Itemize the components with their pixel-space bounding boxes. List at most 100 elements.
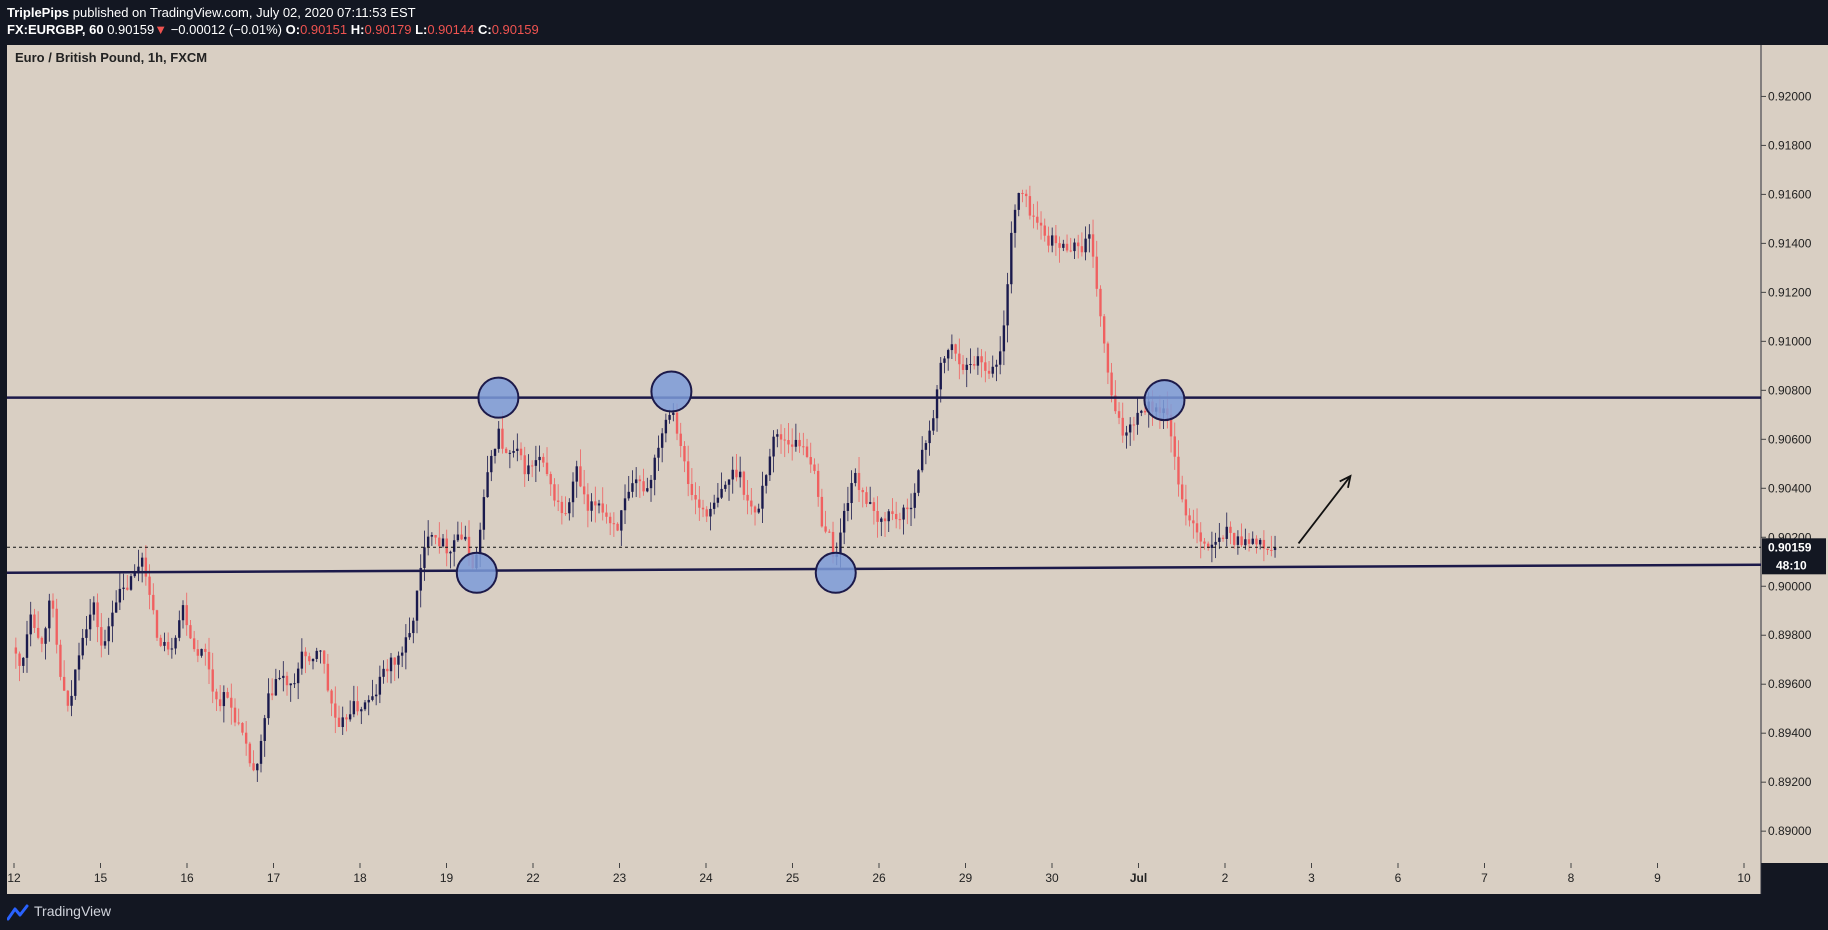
candles-layer [14,185,1277,782]
candle-body [114,602,118,613]
candle-body [1013,209,1017,233]
candle-body [1073,242,1076,252]
candle-body [1062,243,1065,248]
candle-body [1240,536,1243,546]
candle-body [337,717,341,728]
price-tick-label: 0.91000 [1768,334,1812,348]
price-tick-label: 0.91600 [1768,187,1812,201]
candle-body [1199,532,1202,542]
candle-body [29,614,32,635]
candle-body [653,457,656,480]
candle-body [215,691,218,700]
time-axis[interactable] [7,863,1761,894]
candle-body [256,763,259,771]
candle-body [1184,499,1188,516]
candle-body [140,557,144,567]
candle-body [861,490,864,493]
candle-body [891,511,894,514]
candle-body [1206,543,1210,548]
candle-body [1125,432,1128,436]
candle-body [378,676,382,695]
candle-body [538,456,541,461]
candle-body [103,641,107,646]
candle-body [616,523,619,531]
candle-body [1132,424,1136,426]
publish-date: published on TradingView.com, July 02, 2… [72,5,416,20]
candle-body [705,509,708,517]
candle-body [449,551,452,554]
candle-body [490,455,493,473]
candle-body [1173,436,1176,457]
candle-body [152,594,155,611]
candle-body [1080,246,1084,253]
candle-body [263,718,266,741]
candle-body [70,695,73,706]
candle-body [285,675,289,686]
low-label: L: [415,22,428,37]
candle-body [315,650,318,659]
candle-body [493,448,497,456]
candle-body [902,507,905,520]
candle-body [345,717,348,720]
candle-body [137,566,140,572]
candle-body [965,364,968,370]
candle-body [735,469,738,478]
candle-body [980,356,983,363]
candle-body [601,503,604,513]
time-tick-label: Jul [1130,871,1147,885]
price-tick-label: 0.89200 [1768,775,1812,789]
candle-body [289,683,292,686]
candle-body [1084,238,1087,253]
price-chart[interactable]: 0.92000 0.91800 0.91600 0.91400 0.91200 0.910… [0,44,1828,894]
time-tick-label: 6 [1395,871,1402,885]
candle-body [1002,325,1006,352]
close-value: 0.90159 [491,22,539,37]
candle-body [22,657,25,666]
brand-label[interactable]: TradingView [34,903,112,919]
price-tag-countdown: 48:10 [1776,558,1807,572]
candle-body [1032,215,1035,217]
candle-body [241,722,244,733]
candle-body [724,484,727,489]
candle-body [894,513,898,520]
tradingview-logo-icon[interactable] [7,903,31,921]
candle-body [467,536,471,555]
candle-body [995,364,998,367]
candle-body [928,430,931,444]
author-name[interactable]: TriplePips [7,5,70,20]
candle-body [898,519,902,521]
candle-body [634,479,638,484]
candle-body [300,651,304,669]
candle-body [865,492,868,504]
candle-body [456,534,460,541]
candle-body [74,669,77,696]
candle-body [1091,234,1095,257]
candle-body [189,625,192,639]
time-tick-label: 18 [353,871,367,885]
price-tick-label: 0.90000 [1768,579,1812,593]
candle-body [969,364,972,366]
candle-body [293,683,296,685]
chart-pane[interactable] [7,45,1761,863]
candle-body [408,633,411,638]
candle-body [783,439,786,441]
candle-body [649,479,653,489]
candle-body [564,513,567,515]
last-price: 0.90159 [107,22,155,37]
candle-body [259,740,263,764]
time-tick-label: 17 [267,871,281,885]
candle-body [122,587,125,589]
candle-body [118,588,122,603]
candle-body [389,657,393,672]
time-tick-label: 26 [872,871,886,885]
candle-body [48,600,51,629]
price-axis[interactable] [1761,45,1828,863]
candle-body [516,448,519,451]
candle-body [126,587,129,590]
time-tick-label: 25 [786,871,800,885]
candle-body [512,450,515,453]
candle-body [326,663,330,691]
candle-body [1247,539,1251,544]
candle-body [33,614,36,628]
candle-body [924,443,928,450]
